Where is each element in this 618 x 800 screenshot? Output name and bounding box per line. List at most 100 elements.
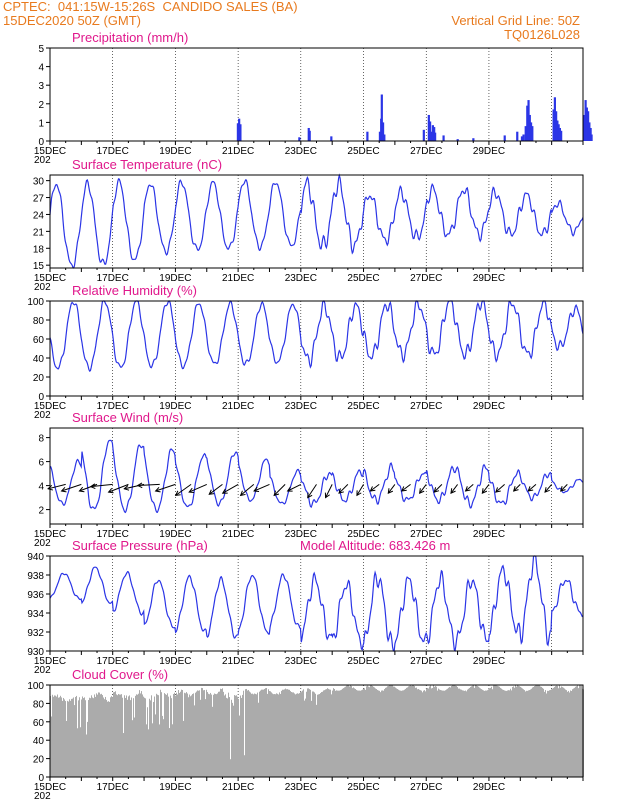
cloud-bar: [482, 689, 483, 777]
y-tick-label: 934: [27, 609, 44, 620]
precip-bar: [422, 129, 425, 141]
cloud-bar: [327, 688, 328, 777]
precip-bar: [529, 122, 533, 141]
y-tick-label: 24: [33, 210, 45, 221]
y-tick-label: 60: [33, 718, 45, 729]
cloud-bar: [329, 689, 330, 777]
wind-title: Surface Wind (m/s): [72, 410, 183, 425]
cloud-bar: [221, 689, 222, 777]
cloud-bar: [313, 691, 314, 777]
precip-bar: [428, 121, 432, 141]
cloud-bar: [61, 697, 62, 777]
cloud-bar: [229, 697, 230, 777]
cloud-bar: [489, 688, 490, 777]
cloud-bar: [418, 689, 419, 777]
cloud-bar: [316, 704, 317, 777]
cloud-bar: [392, 685, 393, 777]
cloud-bar: [523, 689, 524, 777]
cloud-bar: [99, 692, 100, 777]
cloud-bar: [198, 690, 199, 777]
cloud-bar: [203, 690, 204, 777]
wind-vector-head: [123, 485, 130, 491]
x-tick-label: 23DEC: [285, 273, 317, 284]
cloud-bar: [372, 685, 373, 777]
cloud-bar: [543, 688, 544, 777]
precip-bar: [590, 134, 593, 141]
precip-panel: 0 1 2 3 4 5 15DEC 17DEC 19DEC 21DEC 23DEC 25DEC 27DE…: [34, 30, 593, 166]
wind-vector: [61, 483, 82, 492]
cloud-bar: [337, 690, 338, 777]
y-tick-label: 0: [38, 773, 44, 784]
cloud-bar: [311, 700, 312, 777]
precip-bar: [583, 114, 586, 141]
cloud-bar: [60, 695, 61, 777]
cloud-bar: [153, 701, 154, 777]
cloud-bar: [567, 691, 568, 777]
cloud-bar: [344, 687, 345, 777]
cloud-bar: [467, 689, 468, 777]
cloud-bar: [437, 690, 438, 777]
cloud-bar: [449, 687, 450, 777]
y-tick-label: 4: [38, 482, 44, 493]
cloud-bar: [293, 692, 294, 777]
cloud-bar: [200, 699, 201, 777]
cloud-bar: [193, 693, 194, 777]
cloud-bar: [499, 686, 500, 777]
cloud-bar: [266, 687, 267, 777]
cloud-bar: [409, 685, 410, 777]
wind-vector-head: [387, 488, 394, 495]
precip-bar: [558, 127, 561, 141]
cloud-bar: [508, 690, 509, 777]
wind-vector-head: [273, 490, 280, 497]
cloud-bar: [355, 688, 356, 777]
cloud-bar: [447, 688, 448, 777]
wind-vector-head: [369, 486, 376, 492]
cloud-bar: [556, 685, 557, 777]
cloud-bar: [516, 686, 517, 777]
cloud-bar: [122, 697, 123, 777]
x-tick-label: 25DEC: [347, 782, 379, 793]
cloud-bar: [413, 685, 414, 777]
cloud-bar: [145, 698, 146, 777]
cloud-bar: [351, 685, 352, 777]
cloud-bar: [204, 690, 205, 777]
cloud-bar: [56, 696, 57, 777]
cloud-bar: [315, 693, 316, 777]
cloud-bar: [507, 690, 508, 777]
x-tick-label: 19DEC: [159, 146, 191, 157]
cloud-bar: [356, 689, 357, 777]
cloud-bar: [251, 693, 252, 777]
x-tick-label: 27DEC: [410, 273, 442, 284]
x-tick-label: 29DEC: [473, 656, 505, 667]
cloud-bar: [408, 686, 409, 777]
cloud-bar: [180, 691, 181, 777]
cloud-bar: [549, 690, 550, 777]
x-tick-label: 23DEC: [285, 656, 317, 667]
cloud-bar: [158, 695, 159, 777]
cloud-bar: [84, 697, 85, 777]
cloud-bar: [305, 698, 306, 777]
cloud-bar: [70, 700, 71, 777]
cloud-bar: [63, 697, 64, 777]
cloud-bar: [320, 693, 321, 777]
cloud-bar: [470, 687, 471, 777]
y-tick-label: 938: [27, 571, 44, 582]
cloud-bar: [223, 691, 224, 777]
cloud-bar: [287, 689, 288, 777]
cloud-bar: [304, 700, 305, 777]
x-tick-label: 17DEC: [97, 401, 129, 412]
precip-bar: [531, 126, 534, 141]
y-tick-label: 0: [38, 137, 44, 148]
cloud-bar: [179, 692, 180, 777]
cloud-bar: [494, 685, 495, 777]
cloud-bar: [433, 685, 434, 777]
cloud-bar: [211, 694, 212, 777]
cloud-bar: [116, 694, 117, 777]
wind-panel: 2 4 6 8 15DEC 17DEC 19DEC 21DEC 23DEC 25DEC 27DEC 2…: [34, 410, 584, 549]
cloud-bar: [64, 699, 65, 777]
x-tick-label: 23DEC: [285, 782, 317, 793]
cloud-bar: [515, 685, 516, 777]
cloud-bar: [572, 689, 573, 777]
cloud-bar: [142, 694, 143, 777]
wind-vector: [240, 484, 255, 496]
